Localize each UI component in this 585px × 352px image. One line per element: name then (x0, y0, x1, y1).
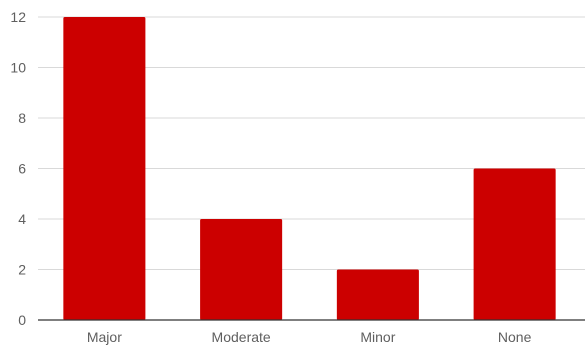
y-tick-label: 12 (10, 9, 26, 25)
y-tick-label: 8 (18, 110, 26, 126)
bar (336, 269, 419, 320)
y-tick-label: 6 (18, 161, 26, 177)
y-tick-label: 4 (18, 211, 26, 227)
y-tick-label: 10 (10, 60, 26, 76)
bar (473, 168, 556, 320)
x-tick-label: Minor (360, 329, 395, 345)
y-tick-label: 0 (18, 312, 26, 328)
y-axis: 0 2 4 6 8 10 12 (10, 9, 26, 328)
bars (63, 17, 556, 320)
bar (200, 219, 283, 320)
bar (63, 17, 146, 320)
x-tick-label: Moderate (212, 329, 271, 345)
x-tick-label: None (498, 329, 532, 345)
x-tick-label: Major (87, 329, 122, 345)
y-tick-label: 2 (18, 262, 26, 278)
x-axis: Major Moderate Minor None (87, 329, 532, 345)
